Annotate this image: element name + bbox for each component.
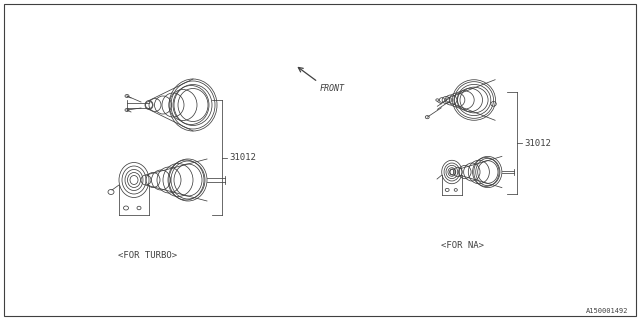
Text: A150001492: A150001492: [586, 308, 628, 314]
Text: 31012: 31012: [524, 139, 551, 148]
Text: <FOR NA>: <FOR NA>: [440, 241, 483, 250]
Text: <FOR TURBO>: <FOR TURBO>: [118, 251, 177, 260]
Text: FRONT: FRONT: [320, 84, 345, 93]
Text: 31012: 31012: [229, 153, 256, 162]
